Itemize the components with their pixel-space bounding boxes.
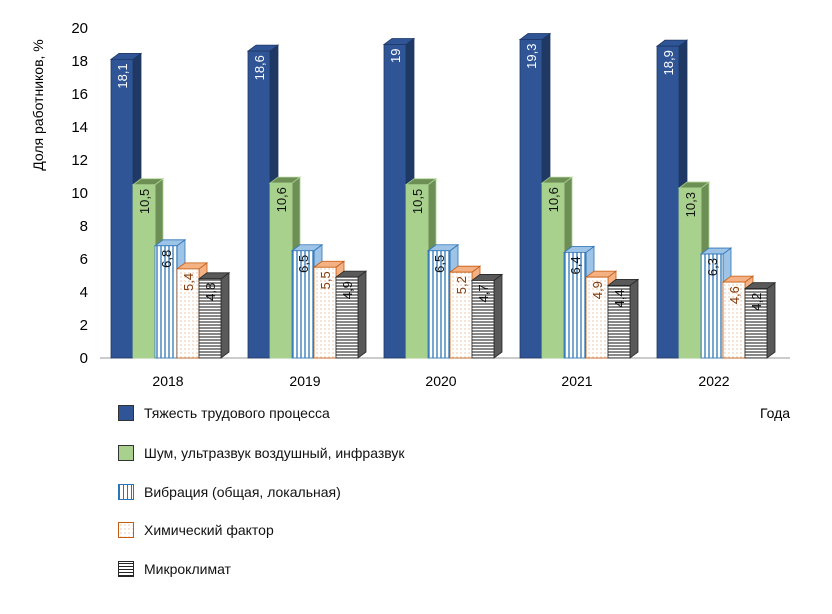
data-label: 4,6 (727, 286, 742, 304)
data-label: 18,6 (252, 55, 267, 80)
bar (247, 50, 271, 359)
legend-swatch (118, 484, 134, 500)
x-tick-label: 2020 (425, 373, 456, 389)
data-label: 19 (388, 49, 403, 63)
y-tick-label: 4 (80, 284, 88, 301)
y-tick-label: 0 (80, 350, 88, 367)
data-label: 4,8 (203, 283, 218, 301)
y-tick-label: 16 (71, 86, 88, 103)
data-label: 5,2 (454, 276, 469, 294)
bar-side (220, 271, 230, 359)
data-label: 10,6 (546, 187, 561, 212)
x-tick-label: 2018 (152, 373, 183, 389)
data-label: 10,3 (683, 192, 698, 217)
data-label: 10,6 (274, 187, 289, 212)
bar-side (629, 278, 639, 359)
data-label: 10,5 (410, 189, 425, 214)
legend-item: Шум, ультразвук воздушный, инфразвук (118, 445, 405, 461)
bar (471, 280, 495, 359)
y-tick-label: 20 (71, 20, 88, 37)
legend-swatch (118, 522, 134, 538)
x-axis-label: Года (760, 405, 790, 421)
data-label: 18,9 (661, 50, 676, 75)
legend-swatch (118, 405, 134, 421)
y-tick-label: 10 (71, 185, 88, 202)
bar (656, 45, 680, 359)
data-label: 6,5 (432, 255, 447, 273)
data-label: 4,9 (340, 281, 355, 299)
legend-label: Вибрация (общая, локальная) (144, 484, 341, 500)
data-label: 6,5 (296, 255, 311, 273)
data-label: 6,8 (159, 250, 174, 268)
legend-item: Тяжесть трудового процесса (118, 405, 330, 421)
legend-label: Химический фактор (144, 522, 274, 538)
bar-side (766, 281, 776, 359)
bar (607, 284, 631, 359)
bar (744, 288, 768, 359)
data-label: 4,4 (612, 289, 627, 307)
data-label: 19,3 (524, 44, 539, 69)
data-label: 5,5 (318, 271, 333, 289)
y-tick-label: 8 (80, 218, 88, 235)
data-label: 4,7 (476, 284, 491, 302)
bar (335, 276, 359, 359)
x-tick-label: 2022 (698, 373, 729, 389)
y-tick-label: 18 (71, 53, 88, 70)
y-tick-label: 14 (71, 119, 88, 136)
legend-swatch (118, 561, 134, 577)
data-label: 4,2 (749, 293, 764, 311)
y-axis-label: Доля работников, % (30, 39, 46, 171)
legend-label: Микроклимат (144, 561, 231, 577)
bar (519, 39, 543, 359)
data-label: 4,9 (590, 281, 605, 299)
data-label: 18,1 (115, 63, 130, 88)
legend-swatch (118, 445, 134, 461)
bar-side (493, 273, 503, 359)
bar (198, 278, 222, 359)
legend-item: Химический фактор (118, 522, 274, 538)
data-label: 6,4 (568, 256, 583, 274)
bar (383, 44, 407, 359)
legend-label: Тяжесть трудового процесса (144, 405, 330, 421)
x-tick-label: 2019 (289, 373, 320, 389)
y-tick-label: 12 (71, 152, 88, 169)
bar-side (357, 270, 367, 359)
legend-label: Шум, ультразвук воздушный, инфразвук (144, 445, 405, 461)
data-label: 5,4 (181, 273, 196, 291)
data-label: 10,5 (137, 189, 152, 214)
data-label: 6,3 (705, 258, 720, 276)
y-tick-label: 2 (80, 317, 88, 334)
x-tick-label: 2021 (561, 373, 592, 389)
bar (110, 58, 134, 359)
legend-item: Микроклимат (118, 561, 231, 577)
y-tick-label: 6 (80, 251, 88, 268)
legend-item: Вибрация (общая, локальная) (118, 484, 341, 500)
